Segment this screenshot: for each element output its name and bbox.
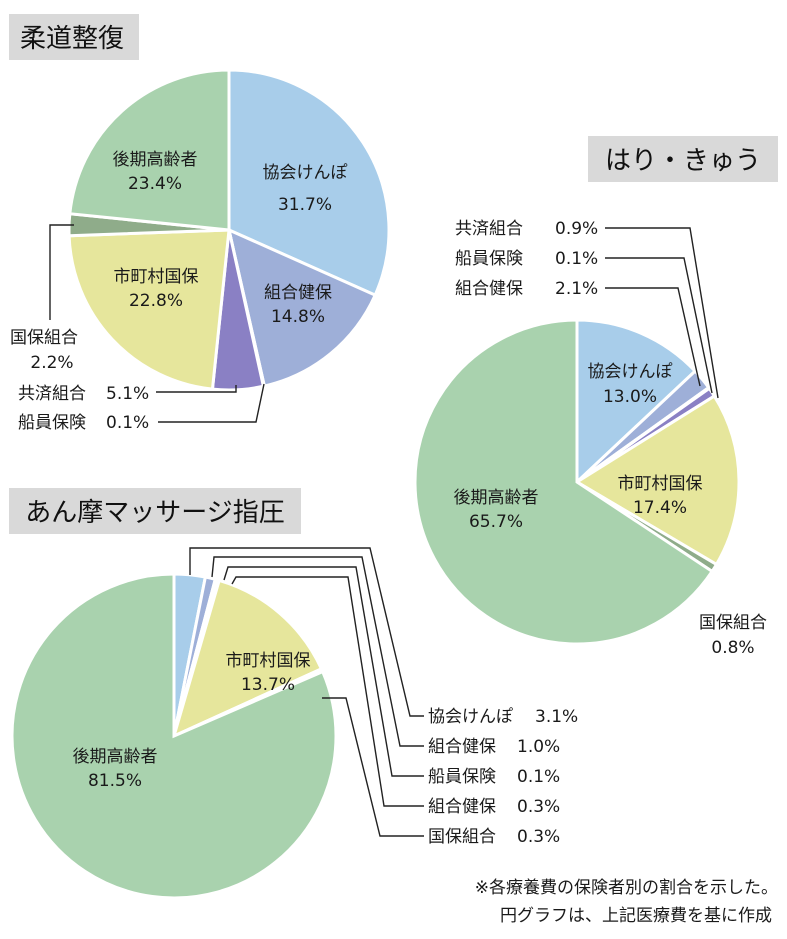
anma-kumiai-pct: 1.0% [517, 737, 560, 757]
anma-kyokai-label: 協会けんぽ [428, 707, 513, 727]
judo-pie [67, 68, 391, 392]
hari-chart: はり・きゅう 共済組合 0.9% 船員保険 0.1% 組合健保 2.1% 協会け… [413, 136, 778, 658]
anma-shichoson-label: 市町村国保 [226, 651, 311, 671]
anma-kyokai-leader [189, 547, 424, 717]
judo-senin-leader [158, 383, 265, 423]
anma-kumiai-label: 組合健保 [428, 737, 496, 757]
judo-kumiai-label: 組合健保 [264, 283, 332, 303]
anma-kokuho-pct: 0.3% [517, 827, 560, 847]
judo-title: 柔道整復 [20, 24, 124, 54]
footnote-line-2: 円グラフは、上記医療費を基に作成 [500, 906, 772, 926]
judo-shichoson-label: 市町村国保 [114, 267, 199, 287]
anma-chart: あん摩マッサージ指圧 市町村国保 13.7% 後期高齢者 81.5% 協会けんぽ… [9, 488, 578, 900]
hari-shichoson-label: 市町村国保 [618, 474, 703, 494]
hari-slice-kyokai [575, 318, 698, 486]
judo-slice-kumiai [226, 227, 378, 388]
hari-kyosai-leader [605, 227, 719, 399]
judo-senin-pct: 0.1% [106, 413, 149, 433]
hari-koki-label: 後期高齢者 [454, 488, 539, 508]
hari-koki-pct: 65.7% [469, 512, 523, 532]
anma-slice-koki [10, 572, 338, 900]
judo-kokuho-pct: 2.2% [30, 353, 73, 373]
hari-shichoson-pct: 17.4% [633, 498, 687, 518]
anma-kumiai-leader [211, 556, 424, 747]
judo-kyosai-label: 共済組合 [18, 384, 86, 404]
judo-shichoson-pct: 22.8% [129, 291, 183, 311]
anma-title-box [9, 488, 301, 534]
hari-kumiai-pct: 2.1% [555, 279, 598, 299]
hari-kyosai-label: 共済組合 [455, 219, 523, 239]
anma-kyokai-pct: 3.1% [535, 707, 578, 727]
hari-kyokai-label: 協会けんぽ [588, 362, 673, 382]
judo-kyosai-pct: 5.1% [106, 384, 149, 404]
judo-kokuho-label: 国保組合 [10, 328, 78, 348]
anma-kokuho-leader [322, 697, 424, 837]
anma-koki-label: 後期高齢者 [73, 747, 158, 767]
anma-slice-shichoson [171, 578, 324, 739]
judo-kokuho-leader [49, 224, 74, 320]
anma-senin-label: 船員保険 [428, 767, 496, 787]
anma-title: あん摩マッサージ指圧 [25, 498, 284, 528]
anma-kyosai-leader [231, 576, 424, 807]
judo-kyokai-label: 協会けんぽ [263, 163, 348, 183]
hari-senin-label: 船員保険 [455, 249, 523, 269]
judo-slice-koki [68, 68, 231, 232]
hari-pie [413, 318, 741, 646]
hari-kyokai-pct: 13.0% [603, 387, 657, 407]
hari-kokuho-label: 国保組合 [699, 613, 767, 633]
anma-shichoson-pct: 13.7% [241, 675, 295, 695]
hari-kumiai-leader [605, 287, 701, 387]
anma-senin-pct: 0.1% [517, 767, 560, 787]
hari-slice-koki [413, 318, 715, 646]
anma-kyosai-label: 組合健保 [428, 797, 496, 817]
hari-kokuho-pct: 0.8% [711, 638, 754, 658]
judo-senin-label: 船員保険 [18, 413, 86, 433]
judo-title-box [9, 14, 139, 60]
hari-slice-shichoson [574, 393, 741, 567]
judo-koki-pct: 23.4% [128, 174, 182, 194]
anma-kyosai-pct: 0.3% [517, 797, 560, 817]
judo-kyosai-leader [156, 385, 237, 393]
hari-title-box [588, 136, 778, 182]
judo-koki-label: 後期高齢者 [113, 150, 198, 170]
anma-senin-leader [223, 566, 424, 777]
footnote-line-1: ※各療養費の保険者別の割合を示した。 [475, 878, 778, 898]
hari-title: はり・きゅう [605, 146, 761, 176]
judo-kyokai-pct: 31.7% [278, 195, 332, 215]
hari-kumiai-label: 組合健保 [455, 279, 523, 299]
hari-senin-leader [605, 257, 713, 394]
anma-pie [10, 572, 338, 900]
hari-senin-pct: 0.1% [555, 249, 598, 269]
anma-kokuho-label: 国保組合 [428, 827, 496, 847]
anma-koki-pct: 81.5% [88, 771, 142, 791]
hari-kyosai-pct: 0.9% [555, 219, 598, 239]
judo-slice-kyokai [227, 68, 391, 298]
judo-chart: 柔道整復 協会けんぽ 31.7% 組合健保 14.8% 市町村国保 22.8% … [9, 14, 391, 433]
judo-slice-shichoson [67, 228, 231, 391]
judo-kumiai-pct: 14.8% [271, 307, 325, 327]
